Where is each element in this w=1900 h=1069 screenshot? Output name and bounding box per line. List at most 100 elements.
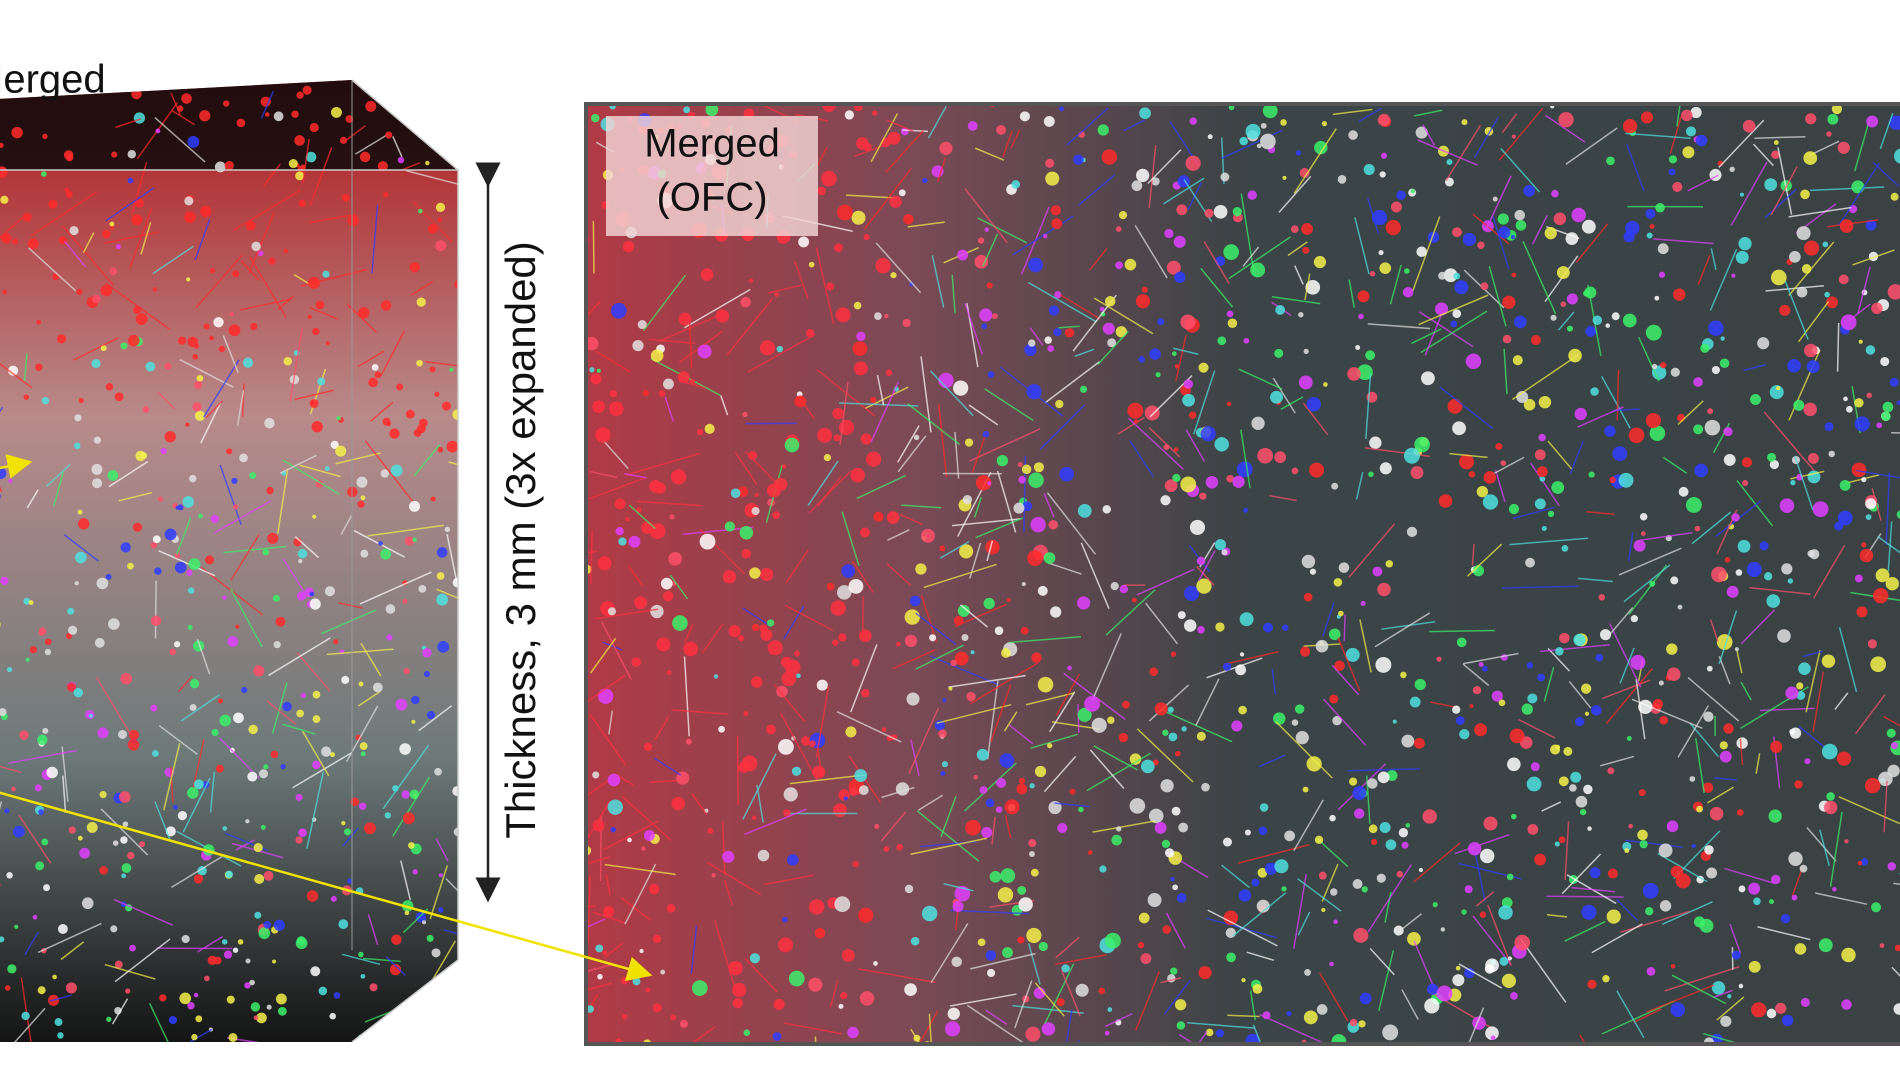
texture-dot	[979, 786, 988, 794]
texture-dot	[1017, 462, 1023, 468]
texture-dot	[218, 345, 226, 353]
texture-dot	[1220, 172, 1230, 182]
texture-dot	[603, 906, 615, 918]
texture-dot	[823, 453, 832, 462]
texture-dot	[1030, 868, 1039, 877]
texture-dot	[405, 409, 415, 419]
texture-dot	[1606, 909, 1621, 924]
texture-fiber	[1294, 265, 1304, 285]
texture-dot	[205, 555, 215, 565]
texture-fiber	[931, 255, 945, 308]
texture-dot	[1183, 619, 1197, 632]
texture-dot	[1805, 113, 1817, 125]
texture-fiber	[1854, 116, 1871, 172]
texture-fiber	[113, 898, 173, 926]
texture-dot	[225, 870, 233, 879]
texture-fiber	[986, 680, 999, 760]
texture-dot	[991, 313, 998, 320]
texture-dot	[652, 934, 662, 944]
texture-dot	[728, 625, 741, 638]
texture-dot	[1140, 759, 1155, 774]
texture-dot	[1104, 932, 1121, 949]
texture-dot	[817, 427, 833, 443]
texture-fiber	[1578, 577, 1613, 583]
texture-dot	[360, 495, 366, 501]
texture-dot	[1787, 578, 1794, 584]
texture-dot	[295, 793, 303, 801]
texture-dot	[236, 118, 246, 128]
texture-dot	[1534, 449, 1546, 461]
texture-dot	[1018, 777, 1026, 785]
texture-fiber	[1691, 511, 1732, 545]
texture-dot	[1798, 662, 1811, 675]
texture-fiber	[158, 724, 198, 755]
texture-fiber	[1638, 336, 1660, 382]
texture-fiber	[858, 968, 936, 984]
texture-fiber	[1337, 637, 1361, 692]
texture-fiber	[684, 288, 751, 329]
texture-dot	[25, 657, 30, 662]
texture-dot	[1033, 462, 1044, 473]
texture-fiber	[1044, 361, 1100, 404]
texture-fiber	[1501, 113, 1518, 134]
texture-dot	[1167, 706, 1174, 713]
texture-fiber	[367, 524, 445, 537]
texture-fiber	[443, 929, 458, 938]
texture-dot	[787, 854, 799, 866]
texture-dot	[189, 679, 200, 689]
texture-dot	[177, 336, 187, 345]
texture-dot	[796, 673, 801, 679]
texture-dot	[904, 884, 914, 894]
texture-dot	[1882, 401, 1894, 413]
texture-fiber	[949, 993, 1017, 1007]
texture-dot	[1053, 327, 1062, 337]
texture-dot	[1865, 345, 1876, 355]
texture-dot	[966, 691, 976, 702]
texture-dot	[311, 421, 323, 433]
texture-dot	[1738, 983, 1744, 989]
texture-fiber	[1418, 310, 1474, 348]
texture-dot	[1038, 941, 1048, 952]
texture-dot	[187, 136, 200, 148]
texture-fiber	[1740, 609, 1775, 645]
texture-dot	[1658, 680, 1664, 686]
texture-dot	[1107, 1007, 1113, 1012]
texture-dot	[1691, 843, 1696, 849]
texture-fiber	[930, 655, 999, 686]
texture-dot	[438, 907, 444, 913]
texture-fiber	[1606, 607, 1634, 639]
texture-dot	[12, 825, 25, 838]
texture-fiber	[880, 811, 907, 842]
texture-fiber	[62, 225, 115, 286]
texture-dot	[312, 514, 317, 519]
texture-dot	[1403, 447, 1420, 464]
texture-dot	[193, 343, 200, 349]
texture-dot	[4, 985, 11, 991]
texture-dot	[1300, 646, 1311, 657]
texture-fiber	[650, 779, 681, 784]
texture-dot	[826, 582, 835, 591]
texture-dot	[1385, 220, 1401, 236]
texture-dot	[1034, 765, 1047, 778]
texture-fiber	[1502, 585, 1579, 589]
texture-fiber	[182, 777, 211, 833]
texture-dot	[121, 863, 132, 873]
texture-dot	[1197, 626, 1205, 634]
texture-dot	[272, 959, 277, 964]
texture-dot	[847, 1026, 859, 1039]
texture-dot	[854, 769, 868, 782]
texture-dot	[953, 615, 964, 626]
texture-dot	[65, 153, 74, 162]
texture-dot	[1789, 251, 1801, 263]
texture-fiber	[1600, 375, 1631, 429]
texture-fiber	[152, 245, 195, 275]
texture-dot	[46, 766, 58, 779]
texture-fiber	[1055, 673, 1081, 716]
texture-fiber	[326, 648, 394, 656]
texture-dot	[615, 527, 624, 536]
texture-fiber	[1422, 124, 1436, 146]
texture-dot	[1348, 130, 1358, 140]
texture-dot	[975, 475, 992, 491]
texture-dot	[431, 948, 441, 958]
